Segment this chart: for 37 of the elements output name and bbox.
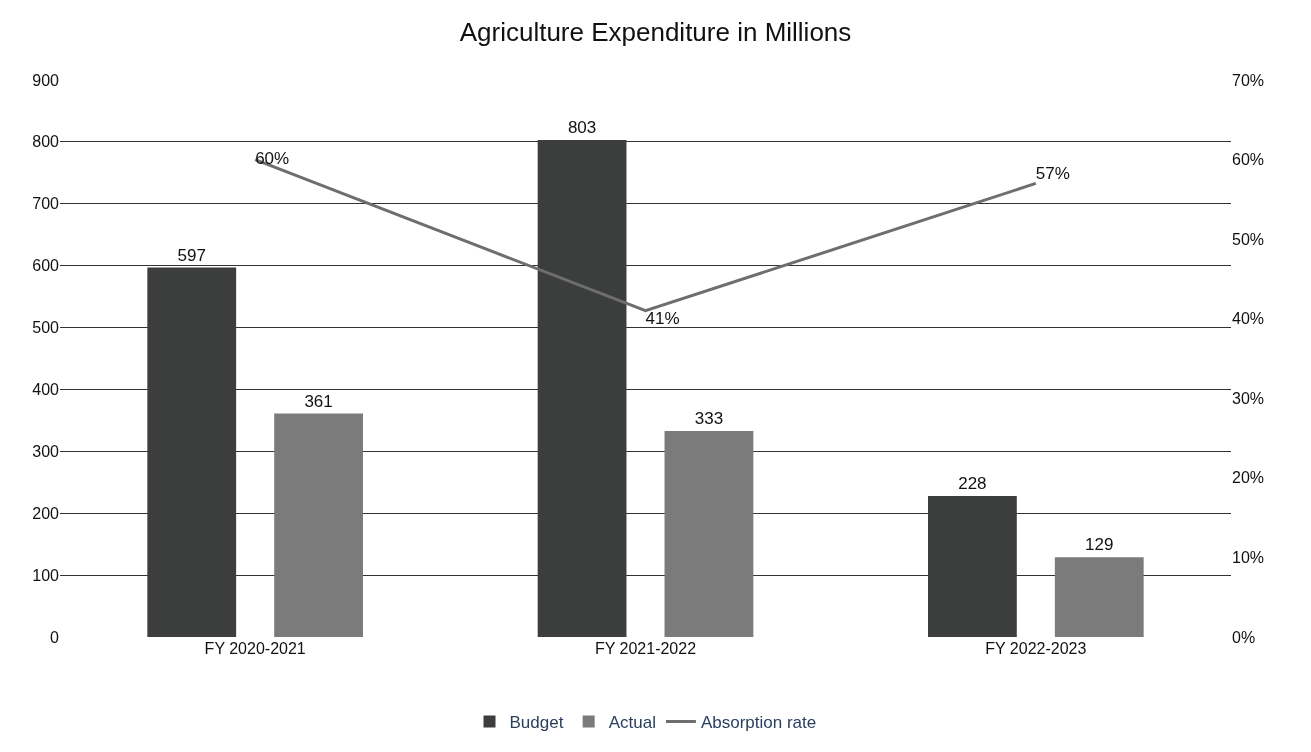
- y-tick-label: 100: [32, 566, 60, 584]
- chart-title: Agriculture Expenditure in Millions: [459, 16, 852, 47]
- y-tick-label: 200: [32, 504, 60, 522]
- y2-tick-label: 0%: [1232, 628, 1256, 646]
- data-label: 228: [958, 473, 987, 493]
- x-tick-label: FY 2021-2022: [594, 640, 697, 657]
- data-label: 60%: [255, 148, 290, 168]
- legend-label: Actual: [608, 713, 656, 733]
- x-tick-label: FY 2020-2021: [204, 640, 306, 657]
- data-label: 803: [567, 118, 597, 138]
- y-tick-label: 900: [32, 71, 60, 89]
- data-label: 57%: [1035, 164, 1070, 184]
- bar: [1054, 557, 1144, 637]
- data-label: 597: [177, 245, 206, 265]
- bar: [274, 413, 363, 637]
- y-tick-label: 600: [32, 257, 60, 275]
- bar: [664, 430, 754, 637]
- y-tick-label: 0: [50, 628, 60, 646]
- data-label: 361: [304, 391, 333, 411]
- data-label: 41%: [645, 308, 680, 328]
- y-tick-label: 500: [32, 319, 60, 337]
- y2-tick-label: 60%: [1232, 151, 1265, 169]
- y2-tick-label: 40%: [1232, 310, 1265, 328]
- y-tick-label: 300: [32, 442, 60, 460]
- y2-tick-label: 10%: [1232, 549, 1265, 567]
- y2-tick-label: 20%: [1232, 469, 1265, 487]
- data-label: 129: [1085, 535, 1114, 555]
- y-tick-label: 400: [32, 381, 60, 399]
- y2-tick-label: 50%: [1232, 230, 1265, 248]
- y-tick-label: 800: [32, 133, 60, 151]
- x-tick-label: FY 2022-2023: [985, 640, 1087, 657]
- y-tick-label: 700: [32, 195, 60, 213]
- legend-label: Budget: [509, 713, 564, 733]
- y2-tick-label: 30%: [1232, 389, 1265, 407]
- legend-label: Absorption rate: [700, 713, 817, 733]
- y2-tick-label: 70%: [1232, 71, 1265, 89]
- data-label: 333: [694, 408, 724, 428]
